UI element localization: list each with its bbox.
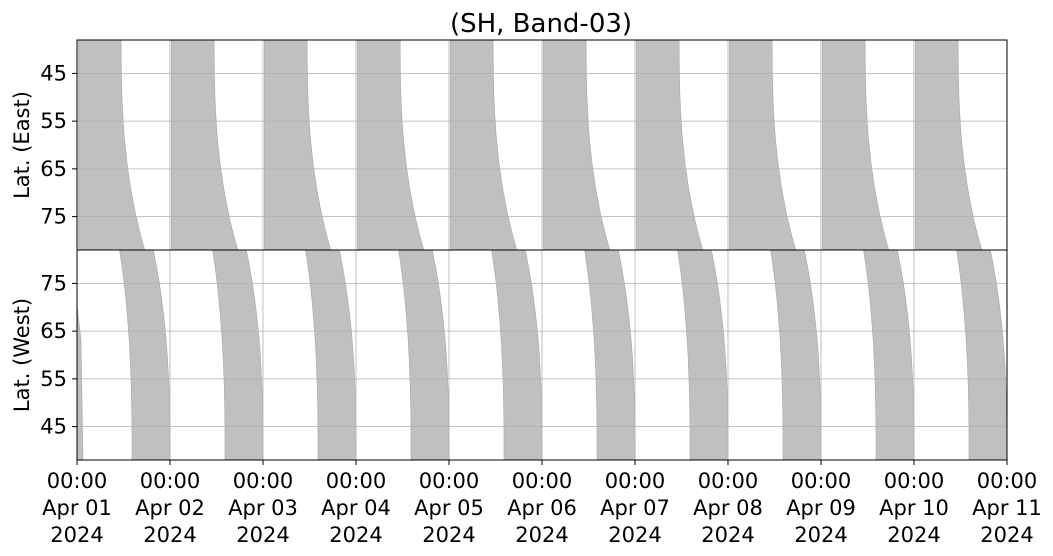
west-band-3 [305, 249, 357, 461]
east-band-3 [264, 39, 332, 251]
east-band-8 [729, 39, 797, 251]
east-y-tick-label: 55 [40, 109, 67, 133]
x-tick-label: Apr 08 [693, 496, 763, 520]
x-tick-label: Apr 02 [135, 496, 205, 520]
chart-title: (SH, Band-03) [450, 9, 632, 39]
west-band-8 [770, 249, 822, 461]
x-tick-label: Apr 01 [42, 496, 112, 520]
east-y-ticks: 45 55 65 75 [40, 61, 77, 229]
east-y-tick-label: 45 [40, 61, 67, 85]
x-tick-label: Apr 06 [507, 496, 577, 520]
x-tick-label: Apr 11 [972, 496, 1042, 520]
east-band-2 [171, 39, 239, 251]
x-tick-label: 2024 [515, 523, 568, 547]
east-band-1 [78, 39, 146, 251]
east-band-7 [636, 39, 704, 251]
x-tick-label: 2024 [608, 523, 661, 547]
west-band-9 [863, 249, 915, 461]
west-band-2 [212, 249, 264, 461]
east-y-axis-label: Lat. (East) [10, 91, 34, 199]
x-tick-label: 00:00 [791, 469, 852, 493]
west-y-tick-label: 55 [40, 367, 67, 391]
x-tick-label: Apr 10 [879, 496, 949, 520]
west-band-5 [491, 249, 543, 461]
x-tick-label: 2024 [329, 523, 382, 547]
x-tick-label: 00:00 [698, 469, 759, 493]
x-tick-label: 00:00 [326, 469, 387, 493]
x-tick-label: Apr 09 [786, 496, 856, 520]
east-y-tick-label: 65 [40, 157, 67, 181]
x-tick-label: 00:00 [419, 469, 480, 493]
x-tick-label: 2024 [701, 523, 754, 547]
east-band-5 [450, 39, 518, 251]
x-tick-label: 00:00 [884, 469, 945, 493]
x-tick-label: 00:00 [512, 469, 573, 493]
east-y-tick-label: 75 [40, 205, 67, 229]
east-panel: 45 55 65 75 Lat. (East) [10, 39, 1008, 251]
east-band-6 [543, 39, 611, 251]
x-tick-label: 2024 [794, 523, 847, 547]
west-band-10 [956, 249, 1008, 461]
west-y-tick-label: 45 [40, 415, 67, 439]
x-tick-label: 2024 [887, 523, 940, 547]
west-y-tick-label: 75 [40, 271, 67, 295]
x-tick-label: 2024 [980, 523, 1033, 547]
x-tick-label: 2024 [50, 523, 103, 547]
x-tick-label: 2024 [422, 523, 475, 547]
west-bands [76, 249, 1008, 461]
west-y-tick-label: 65 [40, 319, 67, 343]
east-vertical-grid [169, 40, 915, 250]
x-ticks: 00:00 Apr 01 2024 00:00 Apr 02 2024 00:00 Apr 0… [42, 460, 1042, 547]
x-tick-label: 00:00 [605, 469, 666, 493]
west-band-6 [584, 249, 636, 461]
x-tick-label: Apr 04 [321, 496, 391, 520]
west-band-1 [119, 249, 171, 461]
west-band-7 [677, 249, 729, 461]
west-band-4 [398, 249, 450, 461]
x-tick-label: 00:00 [233, 469, 294, 493]
x-tick-label: Apr 07 [600, 496, 670, 520]
east-band-4 [357, 39, 425, 251]
west-y-axis-label: Lat. (West) [10, 298, 34, 412]
x-tick-label: Apr 05 [414, 496, 484, 520]
east-band-10 [915, 39, 983, 251]
x-tick-label: 00:00 [977, 469, 1038, 493]
west-band-carryover [76, 304, 84, 461]
west-panel: 45 55 65 75 Lat. (West) [10, 249, 1008, 461]
x-tick-label: Apr 03 [228, 496, 298, 520]
west-vertical-grid [169, 250, 915, 460]
x-tick-label: 00:00 [140, 469, 201, 493]
x-tick-label: 2024 [143, 523, 196, 547]
east-bands [78, 39, 983, 251]
east-band-9 [822, 39, 890, 251]
west-y-ticks: 45 55 65 75 [40, 271, 77, 439]
x-tick-label: 00:00 [47, 469, 108, 493]
x-tick-label: 2024 [236, 523, 289, 547]
